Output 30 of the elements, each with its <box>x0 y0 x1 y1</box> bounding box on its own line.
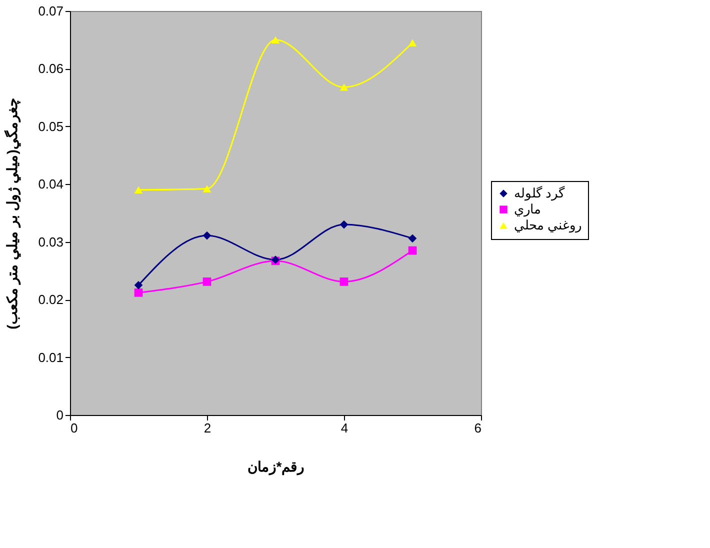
y-tick-label: 0.03 <box>38 234 64 250</box>
point <box>271 36 280 44</box>
x-tick-label: 6 <box>474 420 482 436</box>
point <box>408 39 417 46</box>
y-tick-label: 0.04 <box>38 176 64 192</box>
y-tick-label: 0.02 <box>38 292 64 308</box>
point <box>340 220 348 229</box>
y-tick-label: 0.05 <box>38 118 64 134</box>
x-tick-label: 4 <box>340 420 348 436</box>
legend-label: روغني محلي <box>514 218 582 234</box>
point <box>340 84 348 91</box>
y-tick-label: 0.07 <box>38 4 64 18</box>
point <box>202 277 212 286</box>
point <box>202 231 212 240</box>
point <box>408 234 417 243</box>
x-tick-label: 0 <box>70 420 78 436</box>
x-tick-label: 2 <box>204 420 212 436</box>
point <box>134 288 143 297</box>
y-tick-label: 0.01 <box>38 350 64 365</box>
x-axis-title: رقم*زمان <box>247 458 305 476</box>
y-tick-label: 0.06 <box>38 61 64 76</box>
y-tick-label: 0 <box>56 408 64 422</box>
legend-label: ماري <box>514 202 541 218</box>
point <box>134 280 143 290</box>
legend-label: گرد گلوله <box>514 186 566 202</box>
y-axis-title: چغرمگي(ميلي ژول بر ميلي متر مكعب) <box>4 98 22 330</box>
point <box>340 277 348 286</box>
point <box>134 186 143 194</box>
point <box>408 246 417 255</box>
point <box>202 185 212 192</box>
